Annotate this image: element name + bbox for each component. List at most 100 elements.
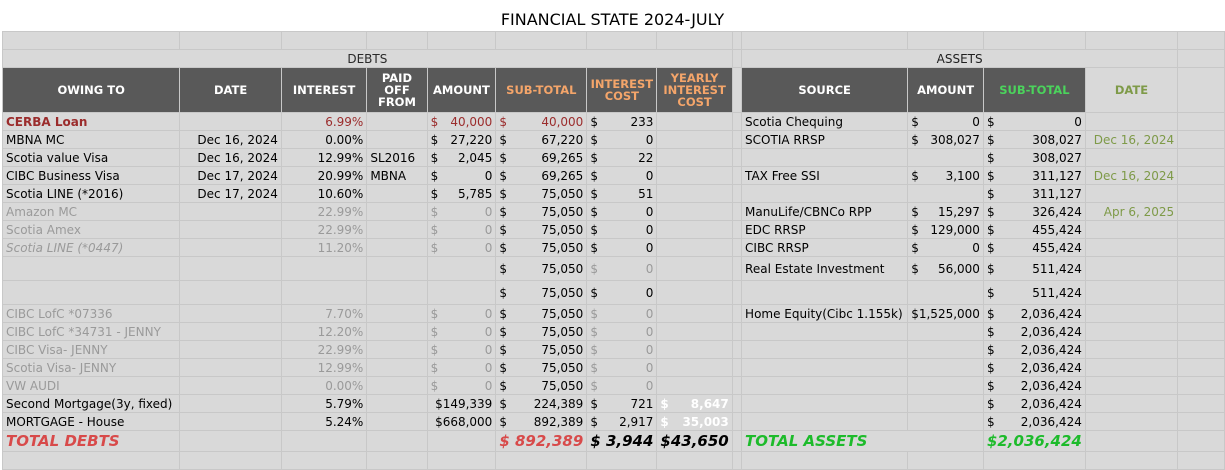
asset-sub-total-cell[interactable]: $2,036,424 bbox=[982, 358, 1086, 377]
asset-sub-total-cell[interactable]: $2,036,424 bbox=[982, 394, 1086, 413]
interest-cell[interactable]: 6.99% bbox=[280, 112, 368, 131]
interest-cell[interactable]: 5.24% bbox=[280, 412, 368, 431]
interest-cost-cell[interactable]: $721 bbox=[586, 394, 658, 413]
sub-total-cell[interactable]: $75,050 bbox=[495, 238, 588, 257]
interest-cell[interactable]: 12.99% bbox=[280, 148, 368, 167]
asset-date-cell[interactable] bbox=[1084, 304, 1179, 323]
interest-cost-cell[interactable]: $0 bbox=[586, 238, 658, 257]
date-cell[interactable] bbox=[179, 358, 282, 377]
asset-date-cell[interactable] bbox=[1084, 238, 1179, 257]
interest-cell[interactable]: 22.99% bbox=[280, 220, 368, 239]
yearly-interest-cell[interactable] bbox=[656, 130, 733, 149]
paid-off-cell[interactable] bbox=[366, 280, 428, 305]
sub-total-cell[interactable]: $75,050 bbox=[495, 340, 588, 359]
asset-sub-total-cell[interactable]: $2,036,424 bbox=[982, 412, 1086, 431]
yearly-interest-cell[interactable] bbox=[656, 202, 733, 221]
interest-cost-cell[interactable]: $51 bbox=[586, 184, 658, 203]
asset-date-cell[interactable] bbox=[1084, 412, 1179, 431]
owing-to-cell[interactable] bbox=[1, 256, 181, 281]
date-cell[interactable]: Dec 16, 2024 bbox=[179, 130, 282, 149]
owing-to-cell[interactable]: Scotia Visa- JENNY bbox=[1, 358, 181, 377]
interest-cell[interactable] bbox=[280, 280, 368, 305]
interest-cost-cell[interactable]: $22 bbox=[586, 148, 658, 167]
interest-cost-cell[interactable]: $0 bbox=[586, 220, 658, 239]
gap-cell[interactable] bbox=[731, 184, 743, 203]
interest-cost-cell[interactable]: $0 bbox=[586, 358, 658, 377]
assets-section-header[interactable]: ASSETS bbox=[741, 49, 1179, 68]
asset-source-cell[interactable]: EDC RRSP bbox=[741, 220, 909, 239]
gap-cell[interactable] bbox=[731, 130, 743, 149]
amount-cell[interactable]: $0 bbox=[426, 238, 497, 257]
gap-cell[interactable] bbox=[731, 304, 743, 323]
interest-cost-cell[interactable]: $0 bbox=[586, 256, 658, 281]
date-cell[interactable] bbox=[179, 304, 282, 323]
paid-off-cell[interactable] bbox=[366, 184, 428, 203]
yearly-interest-cell[interactable] bbox=[656, 238, 733, 257]
interest-cell[interactable]: 11.20% bbox=[280, 238, 368, 257]
interest-cost-cell[interactable]: $0 bbox=[586, 304, 658, 323]
asset-source-cell[interactable]: ManuLife/CBNCo RPP bbox=[741, 202, 909, 221]
owing-to-cell[interactable] bbox=[1, 280, 181, 305]
total-yearly-interest[interactable]: $43,650 bbox=[656, 430, 733, 452]
asset-source-cell[interactable] bbox=[741, 184, 909, 203]
paid-off-cell[interactable] bbox=[366, 202, 428, 221]
asset-source-cell[interactable]: Home Equity(Cibc 1.155k) bbox=[741, 304, 909, 323]
col-interest[interactable]: INTEREST bbox=[280, 67, 368, 113]
asset-amount-cell[interactable]: $56,000 bbox=[907, 256, 984, 281]
asset-source-cell[interactable] bbox=[741, 148, 909, 167]
gap-cell[interactable] bbox=[1177, 256, 1225, 281]
asset-amount-cell[interactable] bbox=[907, 376, 984, 395]
gap-cell[interactable] bbox=[731, 394, 743, 413]
blank-cell[interactable] bbox=[1177, 430, 1225, 452]
asset-sub-total-cell[interactable]: $2,036,424 bbox=[982, 322, 1086, 341]
gap-cell[interactable] bbox=[1177, 376, 1225, 395]
col-date[interactable]: DATE bbox=[179, 67, 282, 113]
paid-off-cell[interactable] bbox=[366, 340, 428, 359]
yearly-interest-cell[interactable] bbox=[656, 256, 733, 281]
gap-cell[interactable] bbox=[1177, 220, 1225, 239]
asset-date-cell[interactable] bbox=[1084, 394, 1179, 413]
interest-cell[interactable]: 7.70% bbox=[280, 304, 368, 323]
asset-date-cell[interactable] bbox=[1084, 358, 1179, 377]
date-cell[interactable]: Dec 17, 2024 bbox=[179, 166, 282, 185]
interest-cost-cell[interactable]: $0 bbox=[586, 130, 658, 149]
amount-cell[interactable]: $5,785 bbox=[426, 184, 497, 203]
sub-total-cell[interactable]: $69,265 bbox=[495, 148, 588, 167]
date-cell[interactable]: Dec 17, 2024 bbox=[179, 184, 282, 203]
interest-cost-cell[interactable]: $0 bbox=[586, 280, 658, 305]
interest-cell[interactable]: 22.99% bbox=[280, 340, 368, 359]
interest-cell[interactable]: 20.99% bbox=[280, 166, 368, 185]
interest-cell[interactable]: 0.00% bbox=[280, 376, 368, 395]
asset-source-cell[interactable] bbox=[741, 340, 909, 359]
asset-amount-cell[interactable] bbox=[907, 184, 984, 203]
gap-cell[interactable] bbox=[1177, 340, 1225, 359]
interest-cell[interactable]: 10.60% bbox=[280, 184, 368, 203]
sub-total-cell[interactable]: $75,050 bbox=[495, 376, 588, 395]
blank-cell[interactable] bbox=[280, 430, 368, 452]
owing-to-cell[interactable]: Scotia Amex bbox=[1, 220, 181, 239]
date-cell[interactable] bbox=[179, 394, 282, 413]
owing-to-cell[interactable]: MORTGAGE - House bbox=[1, 412, 181, 431]
col-asset-date[interactable]: DATE bbox=[1084, 67, 1179, 113]
gap-cell[interactable] bbox=[1177, 394, 1225, 413]
gap-cell[interactable] bbox=[731, 148, 743, 167]
asset-date-cell[interactable] bbox=[1084, 340, 1179, 359]
date-cell[interactable] bbox=[179, 112, 282, 131]
interest-cost-cell[interactable]: $0 bbox=[586, 202, 658, 221]
yearly-interest-cell[interactable] bbox=[656, 280, 733, 305]
debts-section-header[interactable]: DEBTS bbox=[2, 49, 733, 68]
asset-amount-cell[interactable]: $15,297 bbox=[907, 202, 984, 221]
paid-off-cell[interactable] bbox=[366, 238, 428, 257]
amount-cell[interactable]: $27,220 bbox=[426, 130, 497, 149]
date-cell[interactable] bbox=[179, 220, 282, 239]
owing-to-cell[interactable]: Scotia LINE (*2016) bbox=[1, 184, 181, 203]
amount-cell[interactable]: $0 bbox=[426, 304, 497, 323]
asset-date-cell[interactable]: Dec 16, 2024 bbox=[1084, 130, 1179, 149]
date-cell[interactable] bbox=[179, 202, 282, 221]
interest-cell[interactable] bbox=[280, 256, 368, 281]
asset-amount-cell[interactable]: $129,000 bbox=[907, 220, 984, 239]
asset-sub-total-cell[interactable]: $511,424 bbox=[982, 256, 1086, 281]
asset-amount-cell[interactable]: $0 bbox=[907, 238, 984, 257]
asset-source-cell[interactable] bbox=[741, 358, 909, 377]
asset-source-cell[interactable] bbox=[741, 394, 909, 413]
